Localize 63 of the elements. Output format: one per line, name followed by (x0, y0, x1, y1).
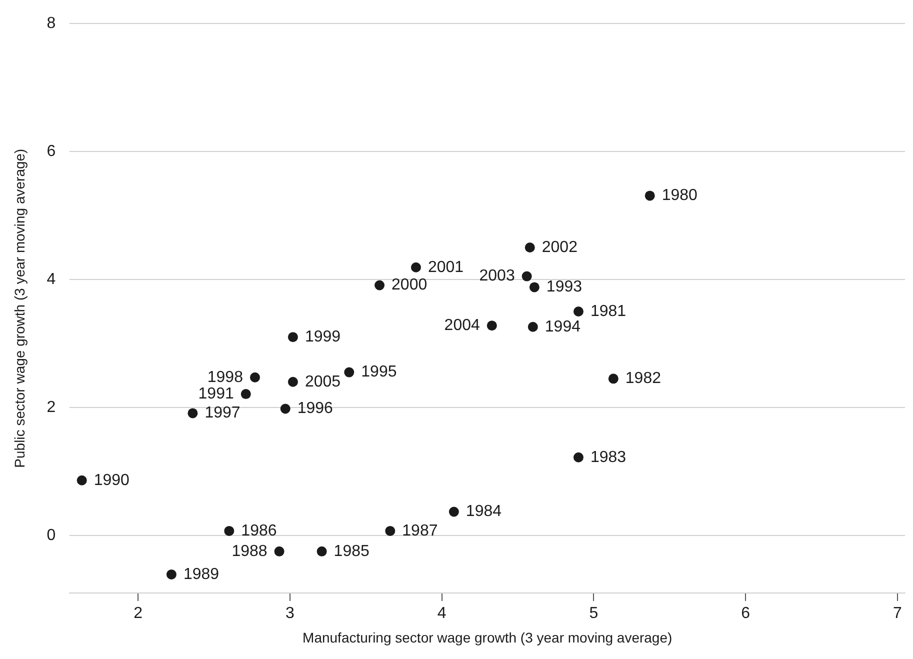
point (166, 569, 176, 580)
point (316, 546, 327, 556)
point (188, 408, 198, 418)
annotation: 2002 (542, 238, 578, 256)
point (240, 389, 251, 400)
point (608, 374, 618, 384)
point (385, 526, 396, 536)
point (280, 404, 290, 414)
annotation: 1993 (546, 278, 582, 296)
point (524, 242, 535, 253)
annotation: 2005 (304, 373, 341, 390)
y-tick-label: 6 (46, 142, 56, 160)
point (76, 475, 87, 486)
annotation: 2004 (444, 316, 480, 334)
annotation: 1998 (207, 368, 244, 386)
point (644, 190, 655, 201)
y-tick-label: 2 (46, 398, 56, 416)
annotation: 1990 (94, 472, 130, 489)
annotation: 1997 (204, 404, 240, 422)
annotation: 1980 (662, 187, 698, 204)
point (486, 320, 497, 331)
point (224, 526, 234, 536)
annotation: 1983 (590, 448, 626, 466)
annotation: 1987 (402, 522, 438, 540)
annotation: 1986 (241, 522, 277, 540)
point (374, 280, 385, 290)
x-tick-label: 7 (892, 605, 902, 622)
x-tick-label: 2 (134, 605, 143, 622)
x-tick-label: 6 (741, 605, 750, 622)
point (573, 452, 584, 462)
point (448, 506, 459, 517)
y-tick-label: 8 (46, 15, 56, 32)
annotation: 1981 (590, 302, 626, 320)
point (522, 271, 532, 282)
annotation: 2001 (428, 258, 464, 276)
annotation: 1984 (466, 503, 502, 520)
point (274, 546, 284, 556)
point (528, 322, 538, 332)
x-tick-label: 4 (437, 605, 446, 622)
point (250, 372, 260, 382)
annotation: 1999 (304, 328, 341, 346)
y-tick-label: 0 (46, 526, 56, 544)
point (573, 306, 584, 316)
annotation: 2003 (479, 268, 515, 285)
point (410, 262, 421, 272)
point (344, 367, 354, 378)
x-axis-title: Manufacturing sector wage growth (3 year moving average) (302, 629, 672, 646)
annotation: 1985 (334, 542, 370, 560)
annotation: 1995 (361, 364, 397, 381)
annotation: 2000 (392, 276, 428, 294)
annotation: 1991 (198, 385, 234, 402)
annotation: 1996 (297, 400, 334, 418)
annotation: 1989 (183, 566, 220, 583)
y-tick-label: 4 (46, 270, 56, 288)
annotation: 1994 (544, 318, 581, 336)
point (288, 376, 298, 387)
annotation: 1982 (625, 370, 662, 388)
x-tick-label: 5 (589, 605, 598, 622)
annotation: 1988 (232, 542, 268, 560)
point (288, 332, 298, 342)
y-axis-title: Public sector wage growth (3 year moving average) (11, 148, 28, 468)
x-tick-label: 3 (285, 605, 294, 622)
point (529, 282, 540, 292)
